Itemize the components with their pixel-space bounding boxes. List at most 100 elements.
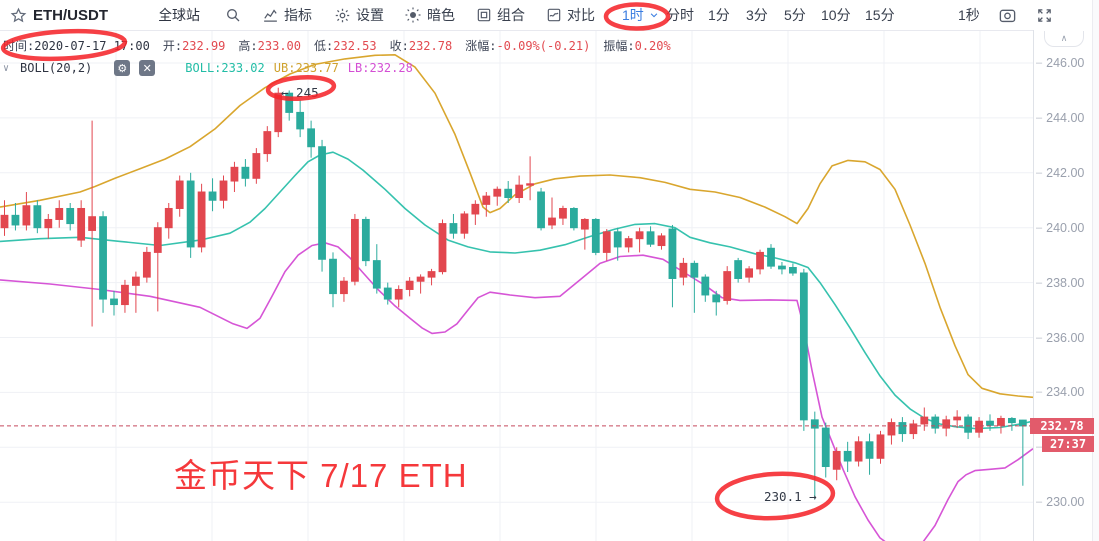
- candle: [931, 416, 940, 429]
- candle: [701, 276, 710, 296]
- candle: [449, 223, 458, 234]
- interval-tab-1s[interactable]: 1秒: [958, 7, 980, 23]
- boll-middle-band: [0, 151, 1034, 430]
- candle: [460, 213, 469, 234]
- settings-menu[interactable]: 设置: [334, 0, 384, 30]
- candle: [778, 265, 786, 270]
- candle: [482, 195, 491, 205]
- fullscreen-expand-icon: [1036, 7, 1053, 24]
- open-readout: 开:232.99: [162, 39, 226, 53]
- interval-tab-5m[interactable]: 5分: [784, 7, 806, 23]
- ohlc-readout-bar: 时间:2020-07-17 17:00 开:232.99 高:233.00 低:…: [3, 37, 671, 54]
- screenshot-button[interactable]: [998, 0, 1017, 30]
- candle: [1018, 419, 1027, 427]
- candle: [537, 191, 545, 229]
- candle: [351, 218, 359, 282]
- candle: [909, 423, 918, 435]
- interval-dropdown-active[interactable]: 1时: [622, 0, 659, 30]
- interval-tab-minute[interactable]: 分时: [666, 7, 694, 23]
- indicator-menu[interactable]: 指标: [262, 0, 312, 30]
- dark-mode-toggle[interactable]: 暗色: [404, 0, 455, 30]
- boll-close-button[interactable]: ✕: [139, 60, 156, 76]
- candle: [164, 207, 173, 229]
- candle: [186, 180, 195, 248]
- candle-countdown-badge: 27:37: [1042, 436, 1094, 452]
- candle: [55, 207, 64, 220]
- candle: [318, 146, 326, 260]
- boll-lb-value: LB:232.28: [347, 61, 413, 75]
- price-axis[interactable]: –246.00 –244.00 –242.00 –240.00 –238.00 –236.…: [1033, 30, 1093, 541]
- boll-mid-value: BOLL:233.02: [185, 61, 265, 75]
- collapse-chevron-icon[interactable]: ∨: [3, 62, 10, 74]
- candle: [668, 228, 677, 279]
- candle: [405, 280, 414, 290]
- candle: [756, 251, 764, 270]
- candle: [263, 131, 272, 155]
- candle: [427, 271, 436, 278]
- candle: [570, 207, 578, 229]
- candle: [515, 184, 524, 199]
- axis-tick-label: –234.00: [1036, 385, 1085, 400]
- candle: [230, 166, 239, 182]
- interval-tab-1m[interactable]: 1分: [708, 7, 730, 23]
- candle: [865, 441, 874, 459]
- compare-wave-icon: [546, 7, 562, 23]
- candle: [679, 262, 688, 278]
- interval-tab-10m[interactable]: 10分: [821, 7, 851, 23]
- favorite-star-button[interactable]: [10, 0, 27, 30]
- candle: [504, 188, 513, 199]
- axis-tick-label: –242.00: [1036, 165, 1085, 180]
- candle: [799, 272, 808, 421]
- candle: [99, 216, 107, 300]
- candle: [580, 218, 589, 230]
- axis-tick-label: –246.00: [1036, 56, 1085, 70]
- candle: [690, 262, 699, 278]
- candle: [723, 271, 732, 301]
- boll-settings-button[interactable]: ⚙: [114, 60, 131, 76]
- candle: [602, 231, 611, 253]
- candle: [361, 218, 370, 262]
- page-scrollbar[interactable]: [1092, 0, 1099, 541]
- close-readout: 收:232.78: [389, 39, 453, 53]
- boll-indicator-bar: ∨ BOLL(20,2) ⚙ ✕ BOLL:233.02 UB:233.77 L…: [3, 60, 413, 76]
- candle: [471, 203, 480, 215]
- candle: [329, 258, 337, 295]
- candle: [843, 450, 852, 462]
- candle: [0, 214, 9, 229]
- gridlines: [0, 30, 1033, 541]
- candle: [11, 214, 20, 226]
- candle: [832, 450, 841, 470]
- search-icon: [225, 7, 241, 23]
- boll-name: BOLL(20,2): [20, 61, 93, 75]
- candle: [876, 434, 885, 459]
- interval-tab-3m[interactable]: 3分: [746, 7, 768, 23]
- axis-tick-label: –238.00: [1036, 275, 1085, 290]
- candle: [646, 231, 655, 245]
- candle: [657, 235, 666, 247]
- candle: [153, 227, 162, 253]
- candle: [438, 223, 447, 273]
- candle: [197, 191, 206, 248]
- low-readout: 低:232.53: [314, 39, 377, 53]
- candle: [964, 416, 973, 433]
- combo-menu[interactable]: 组合: [476, 0, 525, 30]
- candle: [340, 280, 348, 295]
- interval-tab-15m[interactable]: 15分: [865, 7, 895, 23]
- fullscreen-button[interactable]: [1036, 0, 1053, 30]
- candle: [526, 183, 535, 186]
- axis-collapse-tab[interactable]: ∧: [1044, 31, 1084, 47]
- compare-menu[interactable]: 对比: [546, 0, 595, 30]
- peak-price-annotation: ← 245: [281, 85, 319, 100]
- candle: [887, 422, 896, 436]
- candle: [712, 294, 721, 303]
- combo-window-icon: [476, 7, 492, 23]
- candle: [920, 416, 929, 425]
- chevron-up-icon: ∧: [1060, 33, 1068, 43]
- watermark-text: 金币天下 7/17 ETH: [174, 457, 468, 494]
- candle: [132, 276, 140, 286]
- current-price-badge: 232.78: [1030, 418, 1094, 434]
- search-button[interactable]: [225, 0, 241, 30]
- candle: [953, 416, 962, 421]
